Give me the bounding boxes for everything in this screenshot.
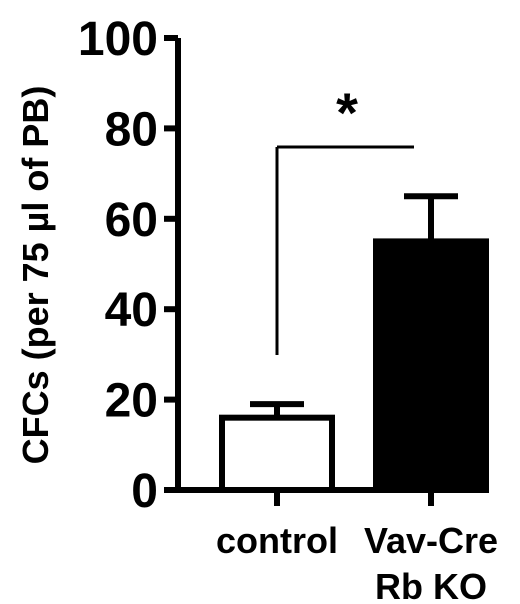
y-tick-label: 20 <box>105 375 158 428</box>
y-tick-label: 60 <box>105 194 158 247</box>
x-category-label: Rb KO <box>375 566 487 604</box>
labels: 0 20 40 60 80 100 control Vav-Cre Rb KO <box>78 13 498 604</box>
significance-asterisk: * <box>336 81 358 144</box>
y-tick-label: 0 <box>131 465 158 518</box>
y-axis-label: CFCs (per 75 µl of PB) <box>15 86 56 465</box>
x-category-label: control <box>216 520 338 561</box>
bars <box>219 193 489 493</box>
bar-0 <box>219 414 335 493</box>
y-tick-label: 100 <box>78 13 158 66</box>
y-tick-label: 40 <box>105 284 158 337</box>
bar-1 <box>373 238 489 493</box>
x-category-label: Vav-Cre <box>364 520 498 561</box>
y-tick-label: 80 <box>105 103 158 156</box>
